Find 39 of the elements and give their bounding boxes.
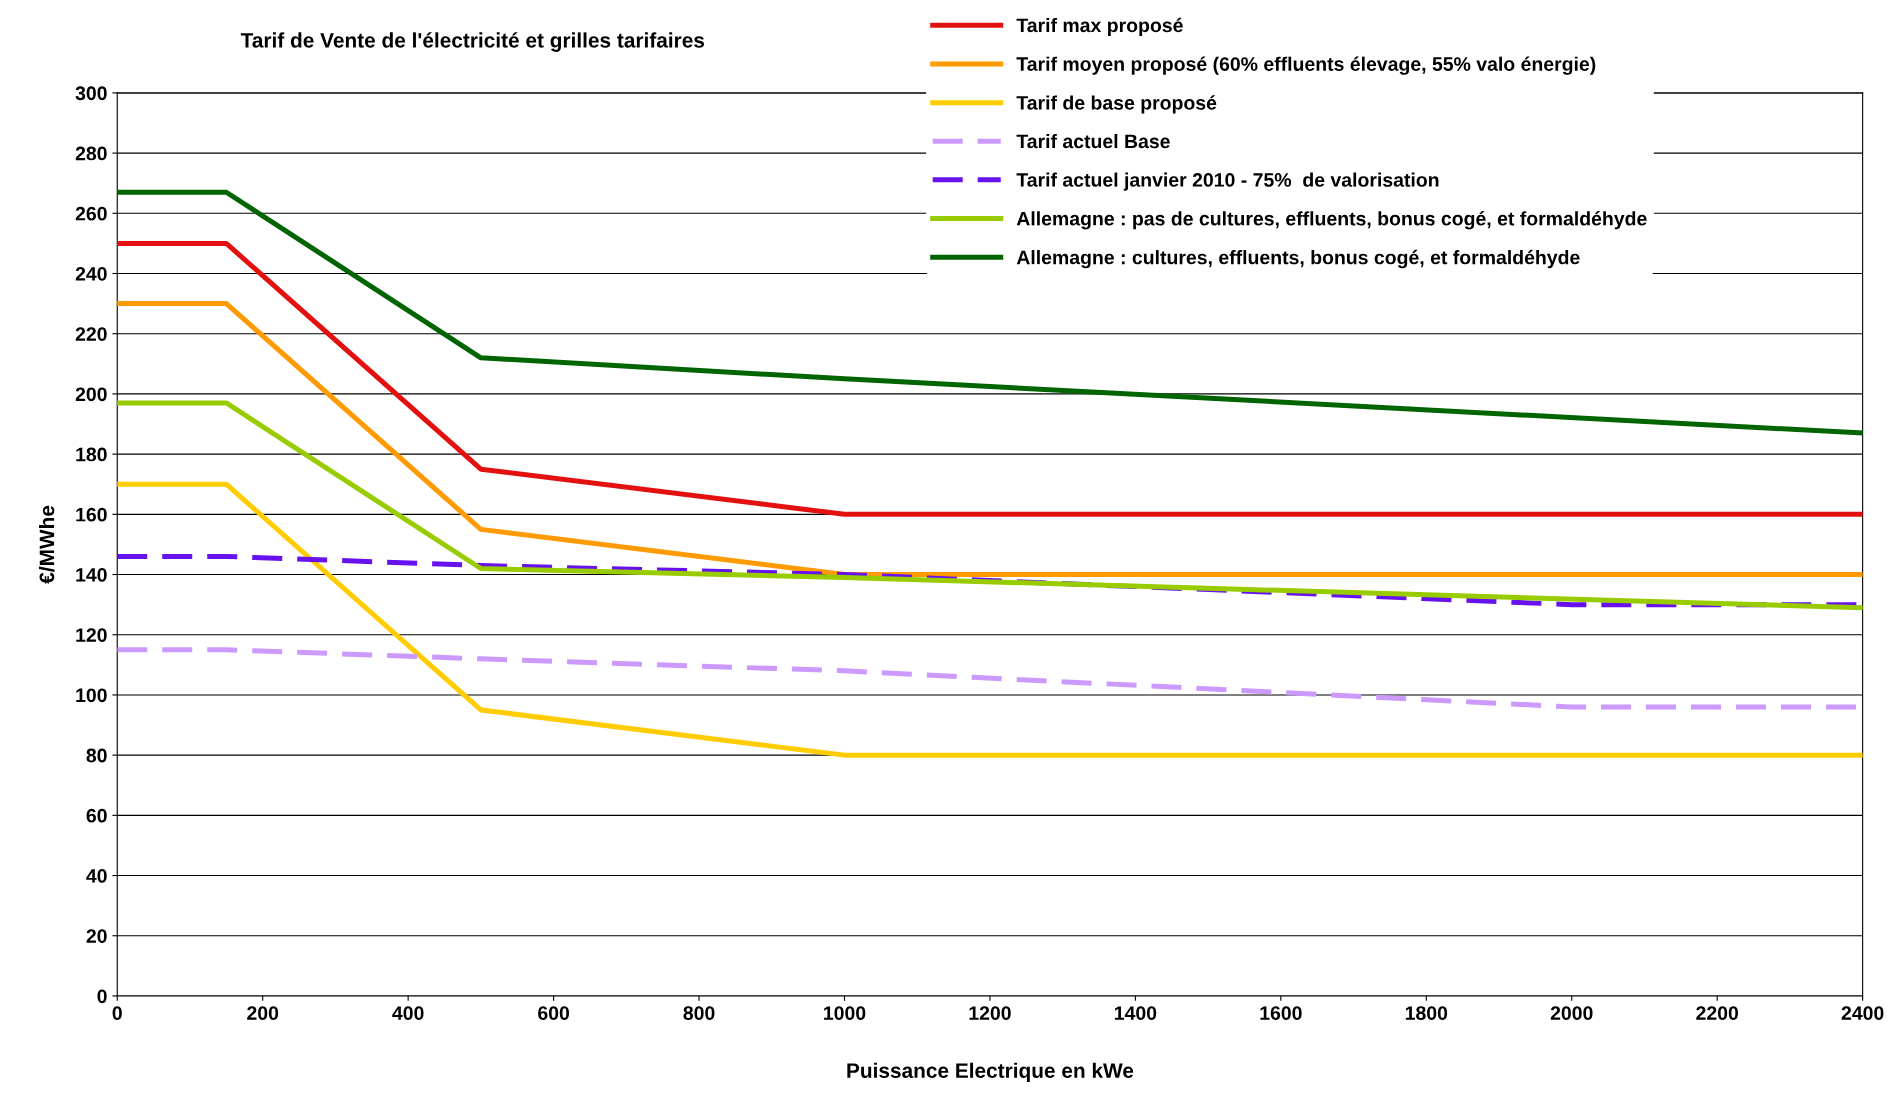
- x-tick-label: 2000: [1550, 1006, 1593, 1020]
- x-tick-label: 1600: [1260, 1006, 1302, 1020]
- x-tick-label: 1000: [824, 1006, 866, 1020]
- y-tick-label: 160: [76, 507, 107, 522]
- y-tick-label: 180: [76, 447, 107, 462]
- chart-title: Tarif de Vente de l'électricité et grilles tarifaires: [240, 32, 705, 52]
- x-tick-label: 600: [538, 1006, 570, 1020]
- legend-label: Allemagne : cultures, effluents, bonus cogé, et formaldéhyde: [1016, 249, 1580, 269]
- x-tick-label: 2200: [1696, 1006, 1739, 1020]
- y-tick-label: 280: [75, 146, 107, 161]
- legend-label: Allemagne : pas de cultures, effluents, bonus cogé, et formaldéhyde: [1016, 211, 1647, 230]
- x-axis-title: Puissance Electrique en kWe: [847, 1062, 1134, 1083]
- y-tick-label: 140: [76, 568, 107, 582]
- legend-label: Tarif max proposé: [1016, 17, 1183, 37]
- legend-label: Tarif moyen proposé (60% effluents élevage, 55% valo énergie): [1016, 56, 1596, 75]
- legend-label: Tarif de base proposé: [1016, 95, 1217, 114]
- y-tick-label: 240: [75, 266, 107, 281]
- y-tick-label: 60: [86, 808, 107, 823]
- y-tick-label: 0: [97, 989, 107, 1004]
- x-tick-label: 1200: [969, 1006, 1011, 1020]
- y-tick-label: 80: [86, 748, 107, 763]
- x-tick-label: 0: [112, 1006, 122, 1020]
- y-tick-label: 220: [75, 327, 107, 341]
- x-tick-label: 2400: [1841, 1006, 1884, 1020]
- x-tick-label: 800: [683, 1006, 715, 1020]
- x-tick-label: 1800: [1405, 1006, 1448, 1020]
- y-tick-label: 200: [75, 387, 107, 402]
- legend-label: Tarif actuel Base: [1016, 133, 1170, 149]
- x-tick-label: 400: [392, 1006, 424, 1020]
- y-tick-label: 300: [75, 86, 107, 101]
- x-tick-label: 1400: [1114, 1006, 1157, 1020]
- y-tick-label: 120: [76, 628, 107, 642]
- y-axis-title: €/MWhe: [38, 505, 55, 584]
- y-tick-label: 20: [86, 929, 107, 943]
- x-tick-label: 200: [247, 1006, 279, 1020]
- y-tick-label: 40: [86, 869, 107, 883]
- legend-label: Tarif actuel janvier 2010 - 75% de valorisation: [1016, 172, 1439, 191]
- y-tick-label: 260: [75, 206, 107, 221]
- y-tick-label: 100: [76, 688, 107, 703]
